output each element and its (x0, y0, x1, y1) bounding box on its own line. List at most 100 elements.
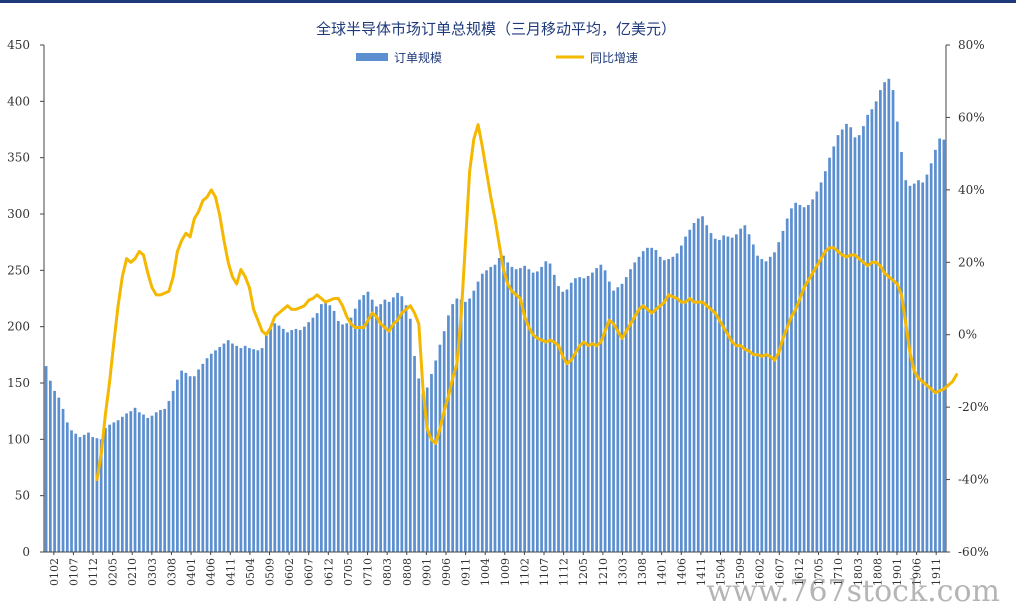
order-bar (396, 292, 399, 552)
x-tick-label: 0210 (126, 558, 139, 586)
x-tick-label: 1911 (930, 558, 943, 586)
x-tick-label: 1102 (518, 558, 531, 586)
order-bar (760, 259, 764, 552)
order-bar (176, 379, 179, 552)
x-tick-label: 0112 (87, 558, 100, 586)
order-bar (218, 346, 222, 552)
order-bar (341, 324, 344, 552)
right-tick-label: 0% (958, 328, 977, 342)
left-axis-ticks: 0 50 100 150 200 250 300 350 400 450 (7, 38, 44, 559)
order-bar (633, 262, 637, 552)
x-tick-label: 0303 (146, 558, 159, 586)
order-bar (298, 330, 302, 552)
order-bar (938, 138, 942, 552)
order-bar (315, 313, 319, 552)
order-bar (129, 411, 133, 552)
order-bar (845, 123, 848, 552)
order-bar (506, 262, 510, 552)
order-bar (264, 335, 268, 552)
legend: 订单规模 同比增速 (356, 50, 638, 65)
order-bar (735, 234, 738, 552)
order-bar (870, 109, 874, 552)
order-bar (663, 260, 666, 552)
x-tick-label: 1303 (616, 558, 629, 586)
right-tick-label: 20% (958, 255, 985, 269)
order-bar (332, 310, 336, 552)
order-bar (214, 350, 217, 552)
order-bar (548, 263, 552, 552)
x-tick-label: 1509 (734, 558, 747, 586)
order-bar (696, 218, 700, 553)
watermark: www.767stock.com (706, 574, 1000, 609)
order-bar (320, 304, 323, 552)
x-tick-label: 0107 (67, 558, 80, 586)
order-bar (607, 281, 611, 552)
x-tick-label: 1504 (715, 558, 728, 586)
order-bar (120, 416, 124, 552)
x-tick-label: 1112 (558, 558, 571, 586)
left-tick-label: 250 (7, 263, 30, 277)
order-bar (154, 412, 158, 552)
order-bar (197, 369, 200, 552)
x-axis-ticks: 0102 0107 0112 0205 0210 0303 0308 0401 0406 0411… (48, 552, 943, 586)
order-bar (159, 410, 162, 552)
x-tick-label: 1803 (852, 558, 865, 586)
x-tick-label: 1107 (538, 558, 551, 586)
x-tick-label: 1612 (793, 558, 806, 586)
order-bar (603, 270, 607, 552)
order-bar (421, 393, 425, 552)
order-bar (679, 245, 683, 552)
order-bar (192, 376, 196, 552)
left-tick-label: 300 (7, 207, 30, 221)
order-bar (578, 277, 582, 552)
left-tick-label: 350 (7, 151, 30, 165)
order-bar (840, 129, 844, 552)
order-bar (751, 244, 755, 553)
order-bar (239, 348, 243, 552)
x-tick-label: 1901 (891, 558, 904, 586)
order-bar (108, 424, 111, 552)
x-tick-label: 0803 (381, 558, 394, 586)
order-bar (544, 261, 548, 552)
order-bar (442, 331, 446, 552)
order-bar (222, 343, 226, 552)
order-bar (540, 266, 543, 552)
legend-swatch-orders (356, 53, 388, 61)
x-tick-label: 0808 (401, 558, 414, 586)
order-bar (925, 174, 929, 553)
order-bar (146, 417, 150, 552)
order-bar (53, 390, 56, 552)
order-bar (612, 290, 615, 552)
chart-title: 全球半导体市场订单总规模（三月移动平均，亿美元） (316, 20, 676, 38)
right-axis-ticks: -60% -40% -20% 0% 20% 40% 60% 80% (946, 38, 989, 559)
order-bar (87, 432, 90, 552)
order-bar (629, 269, 632, 552)
order-bar (836, 135, 840, 552)
order-bar (552, 274, 556, 552)
order-bar (569, 282, 573, 552)
order-bar (773, 252, 776, 552)
x-tick-label: 1406 (675, 558, 688, 586)
order-bar (671, 256, 675, 552)
x-tick-label: 0602 (283, 558, 296, 586)
x-tick-label: 0406 (205, 558, 218, 586)
order-bar (91, 437, 95, 552)
x-tick-label: 0911 (460, 558, 473, 586)
order-bar (438, 344, 442, 552)
x-tick-label: 0504 (244, 558, 257, 586)
order-bar (718, 239, 721, 552)
order-bar (785, 218, 789, 553)
order-bar (514, 269, 518, 552)
order-bar (125, 413, 128, 552)
order-bar (455, 298, 459, 552)
x-tick-label: 1602 (754, 558, 767, 586)
order-bar (768, 256, 772, 552)
order-bar (171, 390, 175, 552)
order-bar (934, 149, 937, 552)
order-bar (650, 247, 654, 553)
right-tick-label: -60% (958, 545, 989, 559)
order-bar (510, 266, 514, 552)
order-bar (57, 397, 61, 552)
order-bar (849, 127, 853, 552)
left-tick-label: 150 (7, 376, 30, 390)
